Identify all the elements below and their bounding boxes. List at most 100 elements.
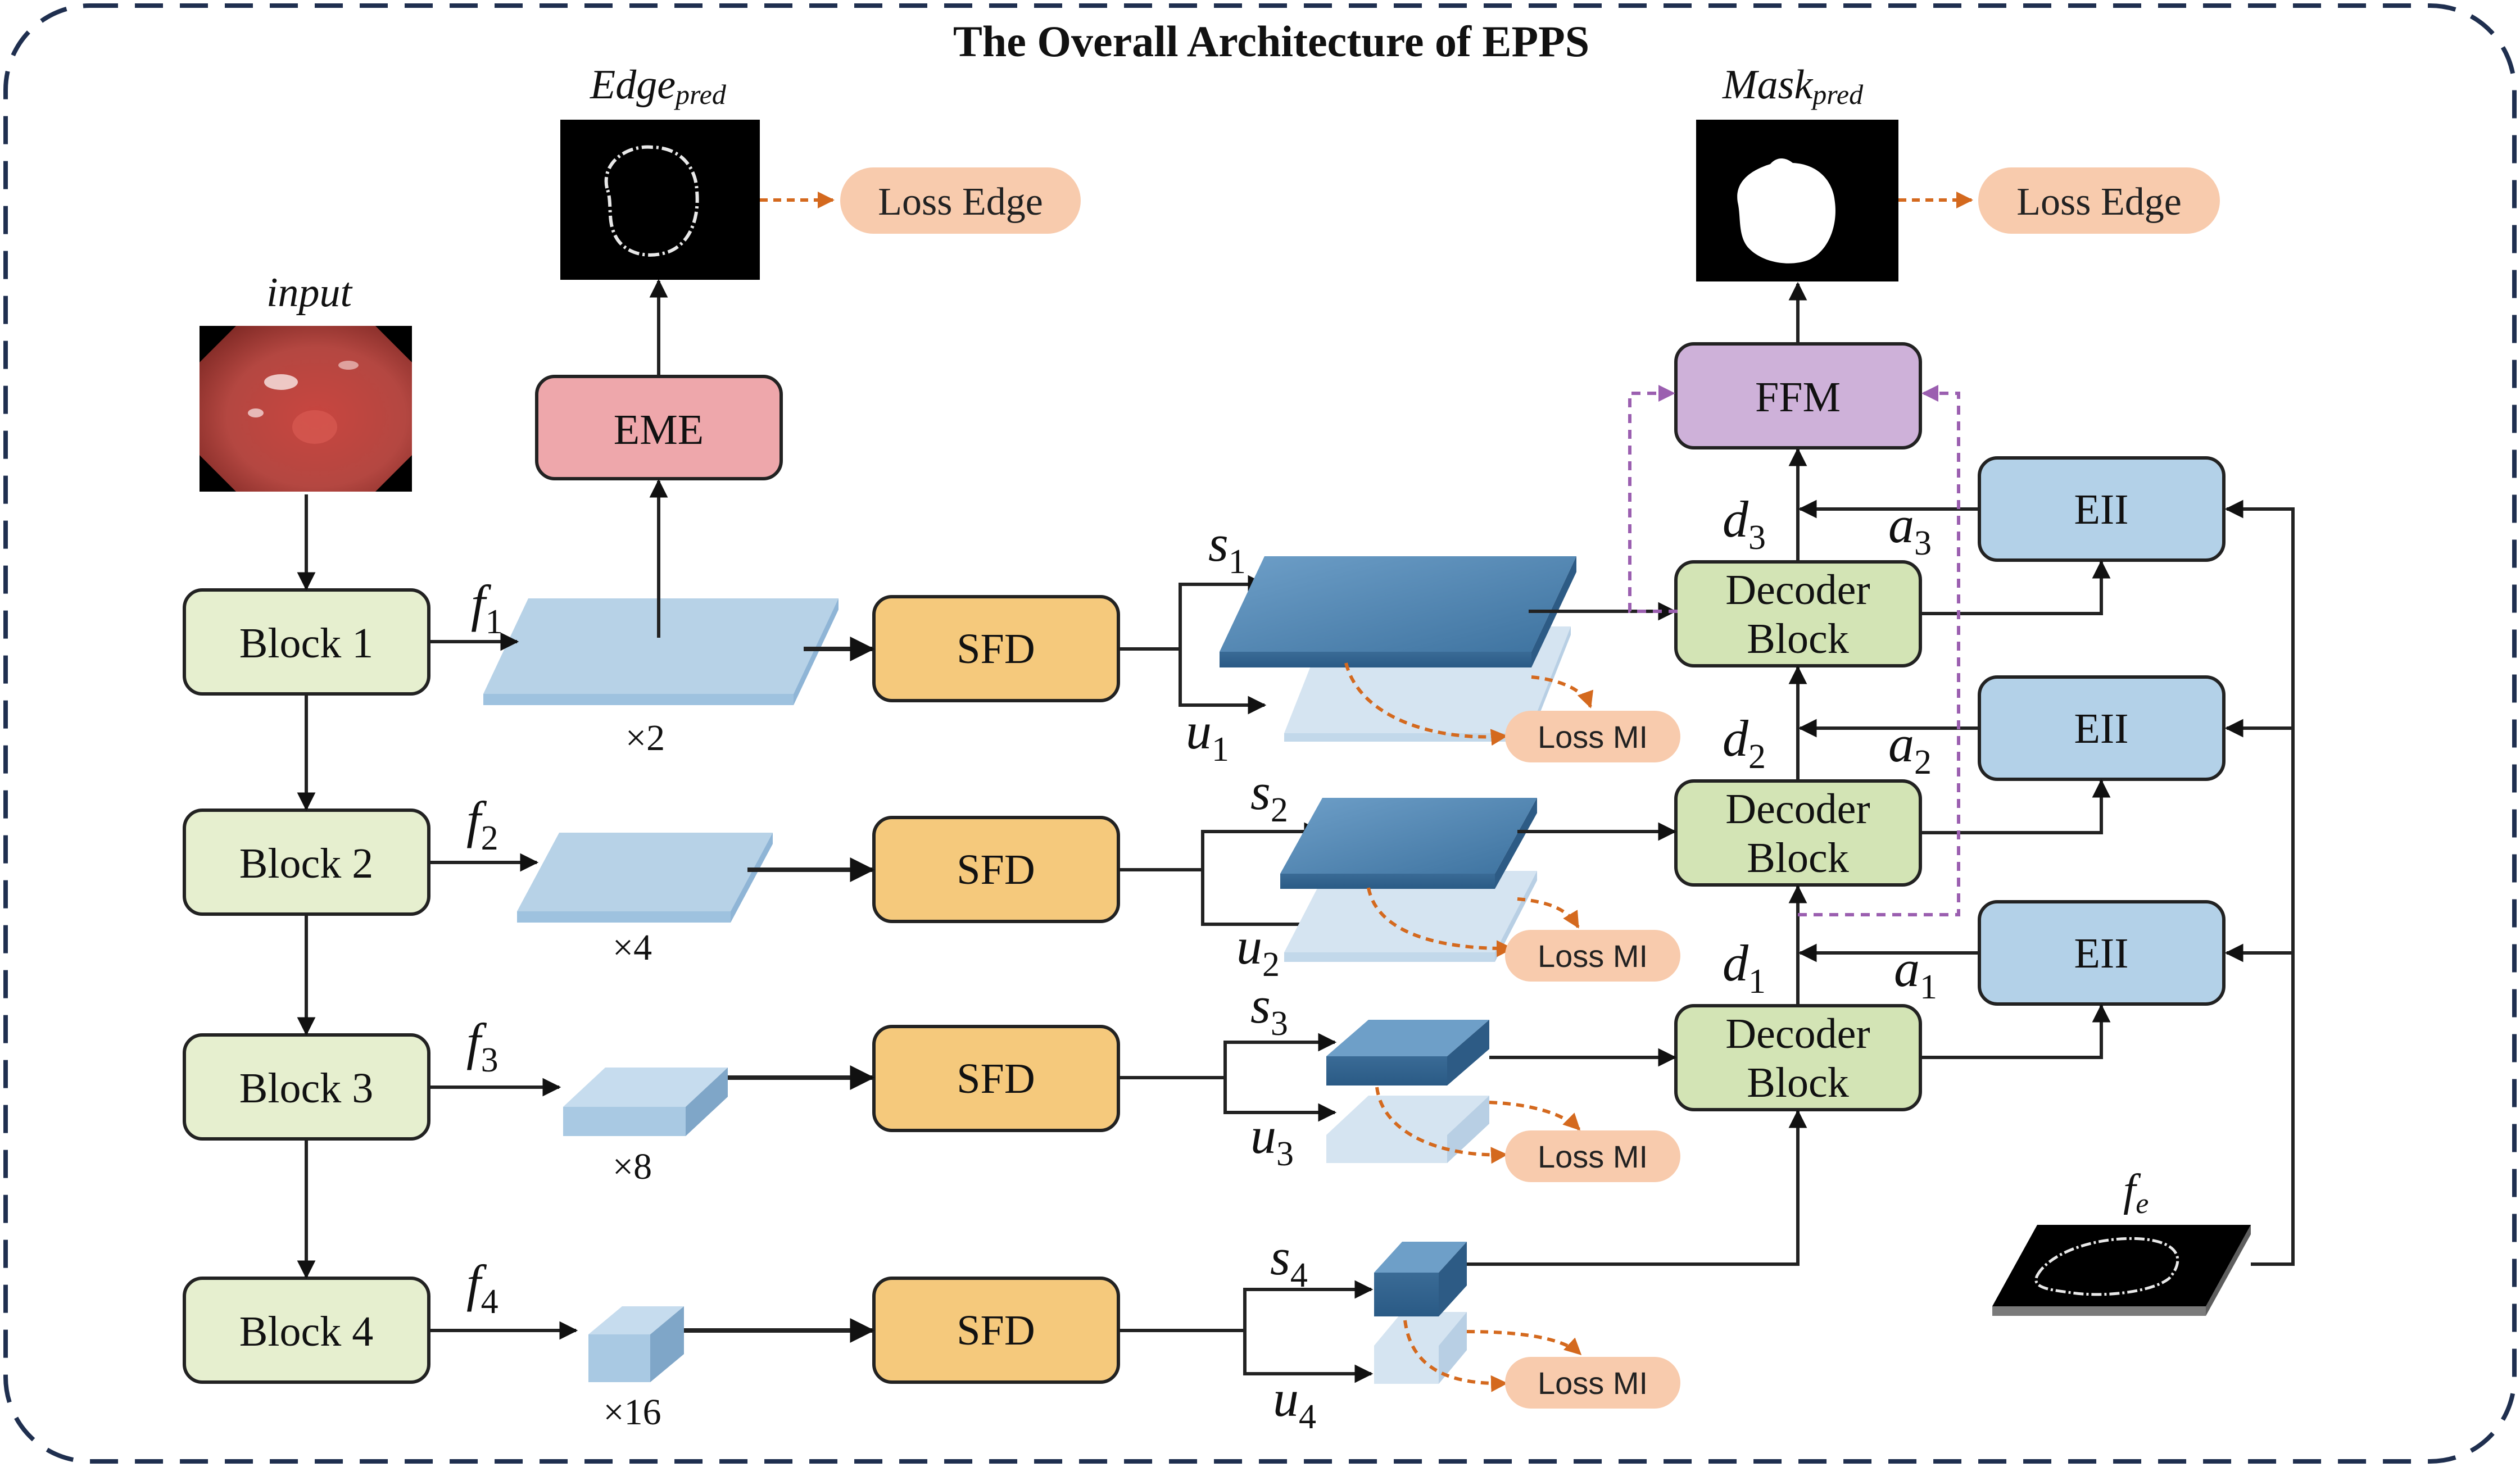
decoder-block-2: Decoder Block <box>1674 779 1922 887</box>
svg-text:Decoder: Decoder <box>1725 566 1870 614</box>
svg-text:d1: d1 <box>1723 934 1766 1001</box>
feature-f4 <box>588 1306 684 1382</box>
fe-label: fe <box>2123 1166 2149 1220</box>
sfd-2: SFD <box>872 816 1120 923</box>
svg-text:Block: Block <box>1747 1059 1849 1106</box>
svg-text:Decoder: Decoder <box>1725 785 1870 833</box>
eii-3: EII <box>1978 456 2226 562</box>
decoder-eii-arrows <box>1798 499 2111 1059</box>
ffm-module: FFM <box>1674 342 1922 449</box>
svg-text:a3: a3 <box>1888 496 1932 562</box>
s-labels: s1 s2 s3 s4 <box>1208 515 1308 1295</box>
edge-pred-image <box>560 120 760 280</box>
d-labels: d3 d2 d1 <box>1723 490 1766 1001</box>
block-2-label: Block 2 <box>239 840 374 887</box>
svg-text:Block: Block <box>1747 615 1849 662</box>
svg-text:Block: Block <box>1747 834 1849 882</box>
svg-text:f4: f4 <box>466 1255 498 1321</box>
eme-module: EME <box>535 375 783 480</box>
loss-edge-1-label: Loss Edge <box>878 180 1043 224</box>
sfd-1-label: SFD <box>957 625 1035 673</box>
svg-text:a2: a2 <box>1888 715 1932 782</box>
sfd-2-label: SFD <box>957 846 1035 893</box>
scale-label-4: ×16 <box>603 1392 661 1433</box>
loss-mi-1: Loss MI <box>1505 711 1680 762</box>
block-4: Block 4 <box>183 1277 430 1384</box>
eii-1: EII <box>1978 900 2226 1006</box>
feature-to-sfd-arrows <box>684 637 875 1343</box>
a-labels: a3 a2 a1 <box>1888 496 1937 1006</box>
u3-tensor <box>1326 1096 1489 1163</box>
block-4-label: Block 4 <box>239 1308 374 1355</box>
decoder-block-1: Decoder Block <box>1674 1004 1922 1111</box>
svg-text:s1: s1 <box>1208 515 1246 581</box>
svg-text:s4: s4 <box>1270 1228 1308 1295</box>
loss-mi-3: Loss MI <box>1505 1130 1680 1182</box>
mask-pred-label: Maskpred <box>1722 62 1864 110</box>
scale-label-2: ×4 <box>613 927 652 968</box>
svg-text:d3: d3 <box>1723 490 1766 557</box>
svg-text:u1: u1 <box>1186 702 1229 769</box>
loss-edge-1: Loss Edge <box>840 167 1081 234</box>
diagram-title: The Overall Architecture of EPPS <box>953 17 1589 66</box>
loss-mi-4-label: Loss MI <box>1538 1365 1648 1401</box>
u4-tensor <box>1374 1312 1467 1384</box>
loss-mi-arrows <box>1344 662 1594 1392</box>
loss-mi-1-label: Loss MI <box>1538 719 1648 755</box>
loss-edge-2-label: Loss Edge <box>2016 180 2182 224</box>
loss-edge-2: Loss Edge <box>1978 167 2220 234</box>
eme-label: EME <box>614 406 704 453</box>
fe-feed-arrows <box>2224 499 2295 1266</box>
sfd-1: SFD <box>872 595 1120 702</box>
fe-edge-map <box>1992 1225 2251 1316</box>
ffm-skip-connections <box>1628 385 1960 916</box>
block-3: Block 3 <box>183 1033 430 1141</box>
feature-f1 <box>483 598 839 705</box>
loss-mi-4: Loss MI <box>1505 1357 1680 1409</box>
loss-mi-2-label: Loss MI <box>1538 938 1648 974</box>
svg-text:u2: u2 <box>1236 918 1280 984</box>
svg-text:Decoder: Decoder <box>1725 1010 1870 1057</box>
sfd-4: SFD <box>872 1277 1120 1384</box>
svg-text:s3: s3 <box>1250 977 1288 1043</box>
s3-tensor <box>1326 1020 1489 1086</box>
eii-3-label: EII <box>2074 486 2128 533</box>
s2-tensor <box>1280 798 1537 889</box>
feature-f2 <box>517 833 773 923</box>
sfd-4-label: SFD <box>957 1307 1035 1354</box>
block-2: Block 2 <box>183 809 430 916</box>
sfd-split-arrows <box>1118 575 1374 1383</box>
u2-tensor <box>1284 871 1537 962</box>
svg-text:a1: a1 <box>1894 940 1937 1006</box>
block-3-label: Block 3 <box>239 1065 374 1112</box>
sfd-3-label: SFD <box>957 1055 1035 1102</box>
ffm-label: FFM <box>1755 374 1841 421</box>
mask-pred-image <box>1696 120 1898 281</box>
block-1-label: Block 1 <box>239 620 374 667</box>
edge-pred-label: Edgepred <box>590 62 727 110</box>
eii-2-label: EII <box>2074 705 2128 752</box>
scale-label-3: ×8 <box>613 1146 652 1187</box>
loss-mi-2: Loss MI <box>1505 930 1680 982</box>
eii-1-label: EII <box>2074 930 2128 977</box>
outer-frame <box>3 3 2517 1464</box>
s1-tensor <box>1220 556 1576 667</box>
feature-f3 <box>563 1068 728 1136</box>
s-to-decoder-arrows <box>1467 602 1807 1266</box>
loss-mi-3-label: Loss MI <box>1538 1139 1648 1174</box>
decoder-block-3: Decoder Block <box>1674 560 1922 667</box>
s4-tensor <box>1374 1242 1467 1316</box>
svg-text:f3: f3 <box>466 1013 498 1079</box>
eii-2: EII <box>1978 675 2226 781</box>
svg-text:f2: f2 <box>466 791 498 857</box>
sfd-3: SFD <box>872 1025 1120 1132</box>
svg-text:d2: d2 <box>1723 710 1766 776</box>
u-labels: u1 u2 u3 u4 <box>1186 702 1316 1436</box>
svg-text:u4: u4 <box>1273 1370 1316 1436</box>
scale-label-1: ×2 <box>626 717 665 759</box>
input-label: input <box>266 270 353 316</box>
block-1: Block 1 <box>183 588 430 696</box>
svg-text:u3: u3 <box>1250 1107 1294 1173</box>
block-to-feature-arrows <box>429 632 578 1340</box>
